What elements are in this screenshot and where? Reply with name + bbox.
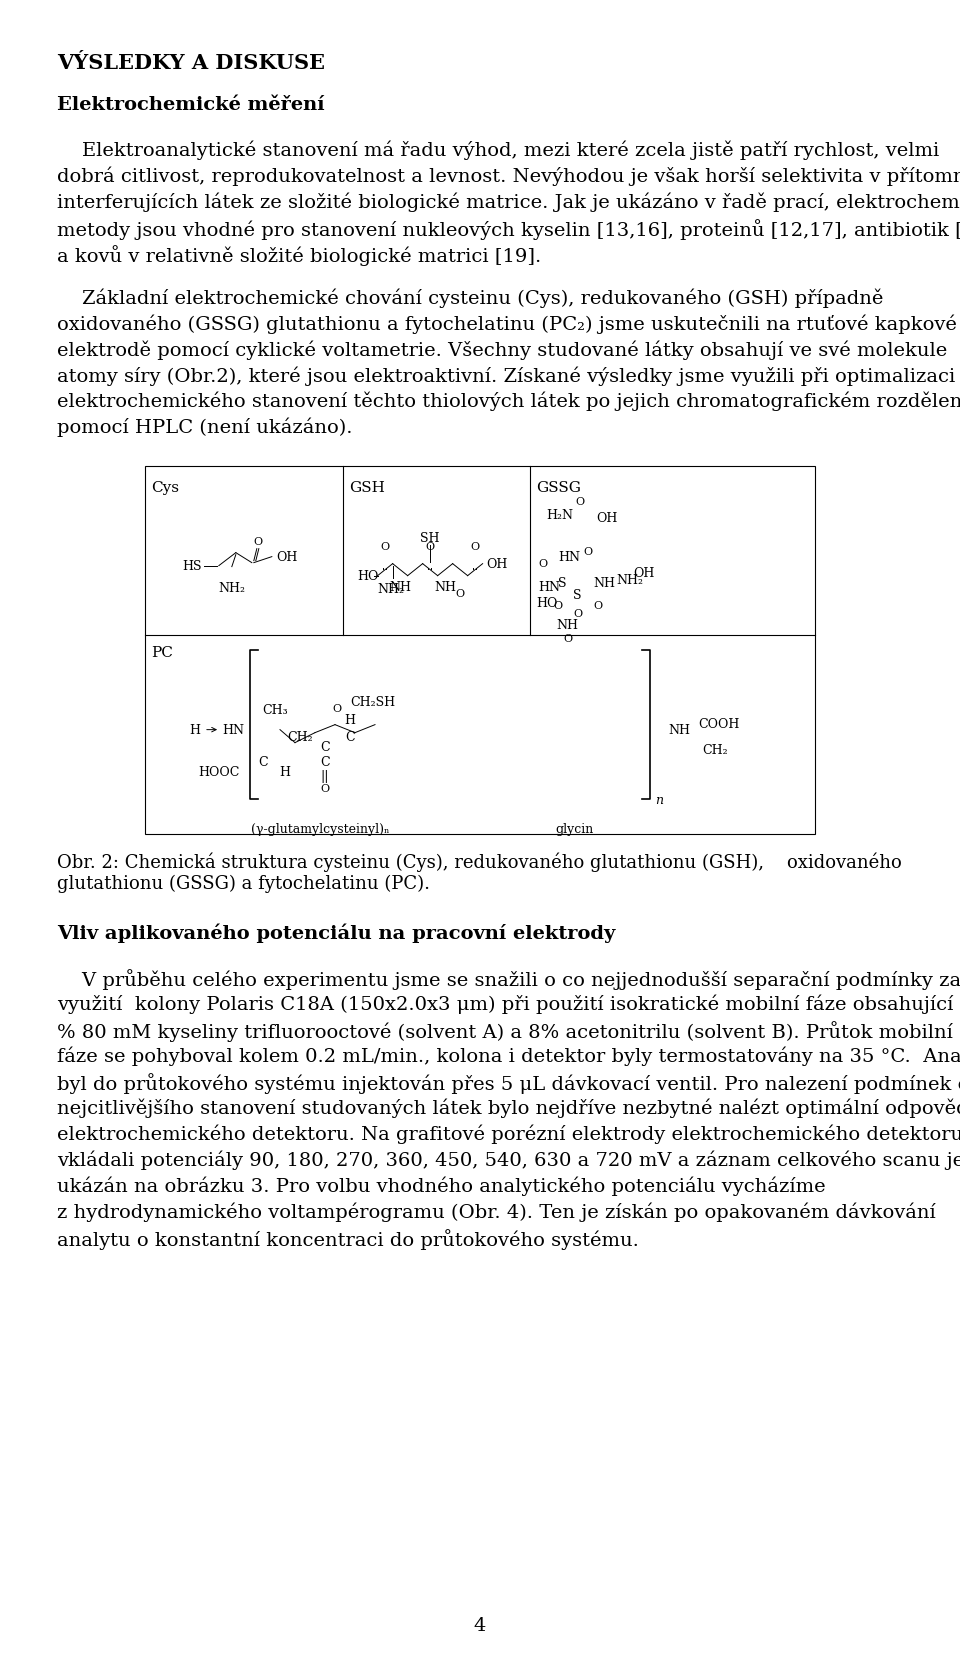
Text: C: C [321, 740, 330, 753]
Text: OH: OH [276, 551, 298, 564]
Text: GSSG: GSSG [537, 480, 581, 495]
Text: ||: || [321, 770, 329, 783]
Text: Základní elektrochemické chování cysteinu (Cys), redukovaného (GSH) případně: Základní elektrochemické chování cystein… [57, 288, 883, 308]
Text: HOOC: HOOC [199, 765, 240, 778]
Text: OH: OH [596, 511, 617, 525]
Text: VÝSLEDKY A DISKUSE: VÝSLEDKY A DISKUSE [57, 53, 325, 73]
Text: % 80 mM kyseliny trifluorooctové (solvent A) a 8% acetonitrilu (solvent B). Průt: % 80 mM kyseliny trifluorooctové (solven… [57, 1021, 953, 1041]
Text: ukázán na obrázku 3. Pro volbu vhodného analytického potenciálu vycházíme: ukázán na obrázku 3. Pro volbu vhodného … [57, 1177, 826, 1197]
Text: atomy síry (Obr.2), které jsou elektroaktivní. Získané výsledky jsme využili při: atomy síry (Obr.2), které jsou elektroak… [57, 366, 955, 386]
Text: CH₃: CH₃ [262, 703, 288, 717]
Text: analytu o konstantní koncentraci do průtokového systému.: analytu o konstantní koncentraci do průt… [57, 1228, 638, 1250]
Text: S: S [573, 589, 582, 602]
Text: vkládali potenciály 90, 180, 270, 360, 450, 540, 630 a 720 mV a záznam celkového: vkládali potenciály 90, 180, 270, 360, 4… [57, 1150, 960, 1170]
Text: Obr. 2: Chemická struktura cysteinu (Cys), redukovaného glutathionu (GSH),    ox: Obr. 2: Chemická struktura cysteinu (Cys… [57, 852, 901, 872]
Text: Cys: Cys [151, 480, 179, 495]
Text: SH: SH [420, 531, 440, 544]
Text: S: S [559, 576, 566, 589]
Text: NH: NH [593, 576, 615, 589]
Text: H: H [279, 765, 291, 778]
Text: elektrodě pomocí cyklické voltametrie. Všechny studované látky obsahují ve své m: elektrodě pomocí cyklické voltametrie. V… [57, 339, 948, 359]
Text: HO: HO [537, 597, 558, 609]
Text: oxidovaného (GSSG) glutathionu a fytochelatinu (PC₂) jsme uskutečnili na rtuťové: oxidovaného (GSSG) glutathionu a fytoche… [57, 314, 957, 333]
Text: NH: NH [434, 581, 456, 592]
Text: H: H [345, 713, 355, 727]
Text: O: O [321, 783, 329, 793]
Text: CH₂: CH₂ [702, 743, 728, 756]
Text: pomocí HPLC (není ukázáno).: pomocí HPLC (není ukázáno). [57, 417, 352, 437]
Text: 4: 4 [474, 1615, 486, 1633]
Text: Elektrochemické měření: Elektrochemické měření [57, 96, 324, 114]
Text: byl do průtokového systému injektován přes 5 μL dávkovací ventil. Pro nalezení p: byl do průtokového systému injektován př… [57, 1072, 960, 1094]
Text: OH: OH [634, 566, 655, 579]
Text: O: O [553, 601, 563, 611]
Text: O: O [593, 601, 602, 611]
Text: O: O [539, 559, 547, 569]
Text: elektrochemického detektoru. Na grafitové porézní elektrody elektrochemického de: elektrochemického detektoru. Na grafitov… [57, 1124, 960, 1144]
Text: O: O [253, 536, 262, 546]
Text: O: O [470, 541, 480, 551]
Text: HN: HN [559, 551, 580, 564]
Text: Elektroanalytické stanovení má řadu výhod, mezi které zcela jistě patří rychlost: Elektroanalytické stanovení má řadu výho… [57, 141, 939, 161]
Text: O: O [584, 546, 592, 556]
Text: Vliv aplikovaného potenciálu na pracovní elektrody: Vliv aplikovaného potenciálu na pracovní… [57, 923, 615, 943]
Text: elektrochemického stanovení těchto thiolových látek po jejich chromatografickém : elektrochemického stanovení těchto thiol… [57, 392, 960, 410]
Text: C: C [321, 755, 330, 768]
Text: glycin: glycin [556, 823, 594, 836]
Bar [145, 467, 815, 834]
Text: z hydrodynamického voltampérogramu (Obr. 4). Ten je získán po opakovaném dávková: z hydrodynamického voltampérogramu (Obr.… [57, 1202, 936, 1221]
Text: HN: HN [222, 723, 244, 736]
Text: NH₂: NH₂ [616, 574, 643, 586]
Text: O: O [380, 541, 390, 551]
Text: fáze se pohyboval kolem 0.2 mL/min., kolona i detektor byly termostatovány na 35: fáze se pohyboval kolem 0.2 mL/min., kol… [57, 1046, 960, 1066]
Text: NH₂: NH₂ [218, 581, 246, 594]
Text: HN: HN [539, 581, 561, 594]
Text: NH: NH [668, 723, 690, 736]
Text: O: O [332, 703, 342, 713]
Text: CH₂SH: CH₂SH [350, 695, 396, 708]
Text: nejcitlivějšího stanovení studovaných látek bylo nejdříve nezbytné nalézt optimá: nejcitlivějšího stanovení studovaných lá… [57, 1099, 960, 1117]
Text: V průběhu celého experimentu jsme se snažili o co nejjednodušší separační podmín: V průběhu celého experimentu jsme se sna… [57, 968, 960, 990]
Text: C: C [346, 730, 355, 743]
Text: C: C [258, 755, 268, 768]
Text: glutathionu (GSSG) a fytochelatinu (PC).: glutathionu (GSSG) a fytochelatinu (PC). [57, 874, 430, 892]
Text: OH: OH [487, 558, 508, 571]
Text: NH: NH [556, 619, 578, 632]
Text: HO: HO [358, 569, 379, 583]
Text: dobrá citlivost, reprodukovatelnost a levnost. Nevýhodou je však horší selektivi: dobrá citlivost, reprodukovatelnost a le… [57, 167, 960, 187]
Text: O: O [576, 496, 585, 506]
Text: COOH: COOH [698, 717, 739, 730]
Text: H: H [189, 723, 200, 736]
Text: (γ-glutamylcysteinyl)ₙ: (γ-glutamylcysteinyl)ₙ [251, 823, 389, 836]
Text: H₂N: H₂N [546, 508, 573, 521]
Text: využití  kolony Polaris C18A (150x2.0x3 μm) při použití isokratické mobilní fáze: využití kolony Polaris C18A (150x2.0x3 μ… [57, 995, 960, 1015]
Text: O: O [564, 634, 572, 644]
Text: O: O [425, 541, 435, 551]
Text: GSH: GSH [348, 480, 385, 495]
Text: a kovů v relativně složité biologické matrici [19].: a kovů v relativně složité biologické ma… [57, 245, 541, 266]
Text: metody jsou vhodné pro stanovení nukleových kyselin [13,16], proteinů [12,17], a: metody jsou vhodné pro stanovení nukleov… [57, 218, 960, 240]
Text: NH: NH [389, 581, 411, 592]
Text: n: n [655, 793, 663, 806]
Text: interferujících látek ze složité biologické matrice. Jak je ukázáno v řadě prací: interferujících látek ze složité biologi… [57, 194, 960, 212]
Text: O: O [573, 609, 583, 619]
Text: NH₂: NH₂ [377, 583, 404, 596]
Text: CH₂: CH₂ [287, 730, 313, 743]
Text: O: O [456, 588, 465, 597]
Text: HS: HS [182, 559, 202, 573]
Text: PC: PC [151, 645, 173, 660]
